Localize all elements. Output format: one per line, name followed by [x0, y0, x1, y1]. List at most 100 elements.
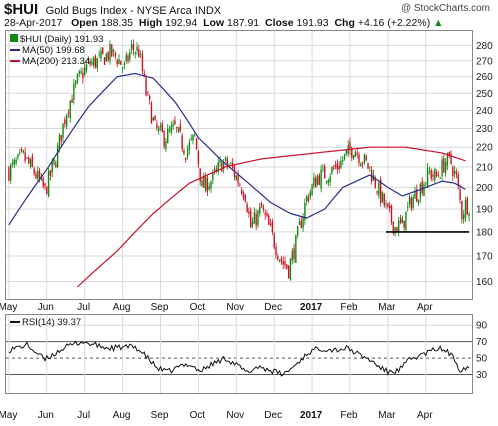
candle-body — [325, 180, 328, 183]
price-candle — [179, 119, 182, 133]
price-candle — [96, 57, 99, 73]
candle-body — [8, 167, 10, 181]
chg-value: +4.16 (+2.22%) — [357, 17, 431, 29]
price-candle — [340, 156, 342, 170]
price-candle — [264, 209, 266, 220]
candle-body — [118, 59, 120, 65]
candle-body — [432, 174, 434, 177]
price-candle — [333, 164, 335, 171]
price-y-tick-label: 250 — [476, 89, 493, 100]
candle-body — [379, 179, 382, 204]
candle-body — [235, 175, 237, 180]
price-candle — [35, 170, 37, 180]
price-candle — [201, 176, 203, 188]
candle-body — [188, 141, 191, 150]
rsi-panel: 30 50 70 90 RSI(14) 39.37 — [5, 314, 488, 394]
price-candle — [412, 194, 414, 211]
candle-body — [266, 213, 268, 217]
x-tick-label: Apr — [417, 302, 433, 313]
candle-body — [307, 197, 310, 202]
price-candle — [387, 203, 389, 209]
candle-body — [141, 54, 144, 72]
candle-body — [28, 157, 30, 164]
candle-body — [459, 188, 461, 201]
price-candle — [345, 149, 348, 156]
candle-body — [461, 201, 463, 220]
price-candle — [13, 157, 16, 169]
candle-body — [55, 163, 57, 168]
price-candle — [309, 189, 311, 200]
candle-body — [309, 191, 311, 197]
price-candle — [342, 156, 344, 166]
price-candle — [213, 165, 216, 175]
candle-body — [109, 43, 111, 61]
candle-body — [343, 153, 346, 160]
price-candle — [423, 181, 425, 197]
price-candle — [322, 164, 324, 173]
legend-ma50-swatch — [10, 49, 20, 52]
price-candle — [172, 119, 174, 131]
candle-body — [441, 159, 443, 176]
candle-body — [305, 195, 308, 202]
price-candle — [349, 137, 351, 155]
candle-body — [87, 58, 90, 61]
candle-body — [100, 50, 102, 59]
candle-body — [363, 154, 366, 164]
price-candle — [369, 166, 371, 172]
price-y-tick-label: 210 — [476, 162, 493, 173]
candle-body — [444, 161, 447, 174]
price-candle — [251, 217, 254, 229]
price-candle — [53, 159, 55, 166]
candle-body — [358, 154, 360, 164]
price-y-tick-label: 240 — [476, 106, 493, 117]
high-label: High — [138, 17, 163, 29]
candle-body — [46, 186, 48, 195]
candle-body — [403, 220, 405, 228]
price-candle — [298, 217, 301, 226]
candle-body — [257, 210, 259, 226]
candle-body — [29, 159, 32, 168]
low-value: 187.91 — [227, 17, 260, 29]
price-candle — [452, 165, 454, 181]
candle-body — [31, 155, 34, 167]
price-candle — [455, 168, 458, 179]
candle-body — [33, 168, 35, 175]
legend-rsi-swatch — [10, 321, 20, 324]
candle-body — [259, 206, 261, 214]
price-candle — [20, 147, 23, 153]
candle-body — [405, 211, 407, 231]
price-candle — [275, 242, 277, 260]
price-candle — [262, 204, 265, 213]
price-candle — [327, 178, 330, 187]
price-candle — [255, 209, 257, 231]
candle-body — [19, 152, 21, 154]
price-candle — [437, 171, 440, 178]
candle-body — [185, 157, 187, 160]
price-candle — [230, 161, 232, 165]
candle-body — [468, 213, 470, 217]
candle-body — [111, 44, 113, 57]
price-candle — [221, 161, 223, 172]
price-candle — [257, 209, 259, 228]
candle-body — [414, 190, 416, 199]
candle-body — [230, 162, 232, 164]
x-tick-label: Mar — [378, 302, 396, 313]
candle-body — [102, 47, 104, 54]
close-value: 191.93 — [296, 17, 329, 29]
candle-body — [121, 67, 124, 69]
candle-body — [338, 165, 340, 170]
price-candle — [439, 176, 441, 179]
candle-body — [408, 196, 411, 205]
price-candle — [401, 215, 404, 224]
candle-body — [374, 177, 376, 188]
candle-body — [210, 181, 212, 189]
price-candle — [407, 201, 409, 212]
candle-body — [176, 127, 178, 128]
candle-body — [250, 210, 252, 228]
candle-body — [168, 129, 171, 131]
price-candle — [360, 161, 362, 167]
rsi-y-tick-label: 70 — [476, 337, 488, 348]
price-candle — [372, 169, 375, 181]
price-candle — [87, 56, 90, 62]
candle-body — [300, 220, 302, 228]
